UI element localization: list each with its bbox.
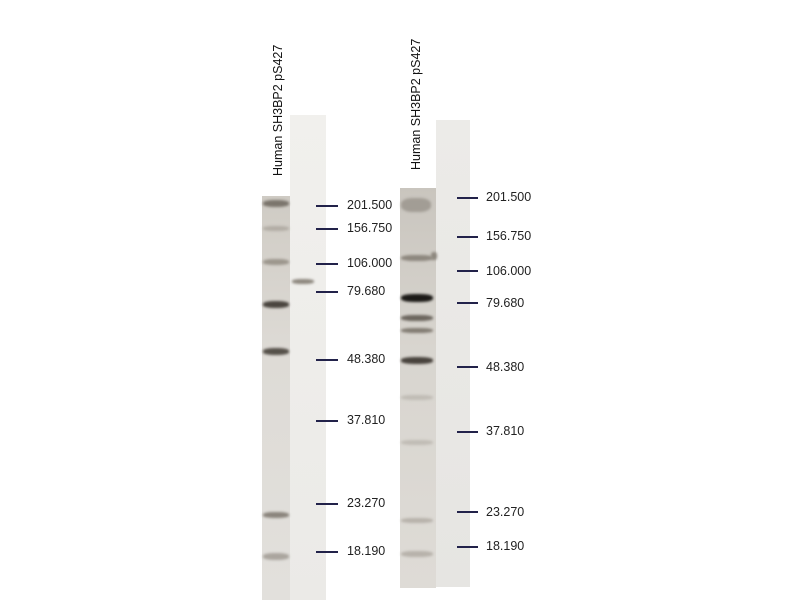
lane-label: Human SH3BP2 pS427 [409, 38, 423, 170]
marker-tick [316, 420, 338, 422]
band [263, 553, 289, 560]
marker-label: 79.680 [347, 284, 386, 298]
marker-label: 156.750 [347, 221, 393, 235]
band [292, 279, 314, 284]
marker-label: 23.270 [347, 496, 386, 510]
band [401, 518, 433, 523]
band [401, 315, 433, 321]
band [401, 294, 433, 302]
sample-lane [400, 188, 436, 588]
band [401, 440, 433, 445]
band [401, 198, 431, 212]
marker-label: 201.500 [347, 198, 393, 212]
band [263, 348, 289, 355]
band [401, 357, 433, 364]
marker-tick [316, 551, 338, 553]
band [401, 551, 433, 557]
marker-label: 48.380 [347, 352, 386, 366]
marker-tick [316, 228, 338, 230]
sample-lane [262, 196, 290, 600]
marker-tick [457, 302, 478, 304]
band [401, 255, 433, 261]
marker-tick [316, 205, 338, 207]
marker-tick [457, 511, 478, 513]
marker-tick [457, 236, 478, 238]
band [263, 301, 289, 308]
marker-label: 48.380 [486, 360, 525, 374]
marker-tick [316, 359, 338, 361]
marker-label: 23.270 [486, 505, 525, 519]
band [431, 252, 437, 260]
marker-label: 106.000 [486, 264, 532, 278]
marker-tick [457, 366, 478, 368]
marker-label: 201.500 [486, 190, 532, 204]
control-lane [436, 120, 470, 587]
marker-label: 79.680 [486, 296, 525, 310]
control-lane [290, 115, 326, 600]
marker-tick [457, 546, 478, 548]
band [401, 328, 433, 333]
band [263, 512, 289, 518]
marker-tick [316, 291, 338, 293]
marker-tick [457, 197, 478, 199]
marker-label: 156.750 [486, 229, 532, 243]
band [263, 226, 289, 231]
marker-label: 18.190 [486, 539, 525, 553]
band [263, 259, 289, 265]
marker-tick [457, 431, 478, 433]
marker-label: 18.190 [347, 544, 386, 558]
marker-tick [316, 503, 338, 505]
marker-label: 106.000 [347, 256, 393, 270]
marker-label: 37.810 [486, 424, 525, 438]
marker-label: 37.810 [347, 413, 386, 427]
marker-tick [457, 270, 478, 272]
marker-tick [316, 263, 338, 265]
band [263, 200, 289, 207]
lane-label: Human SH3BP2 pS427 [271, 44, 285, 176]
band [401, 395, 433, 400]
